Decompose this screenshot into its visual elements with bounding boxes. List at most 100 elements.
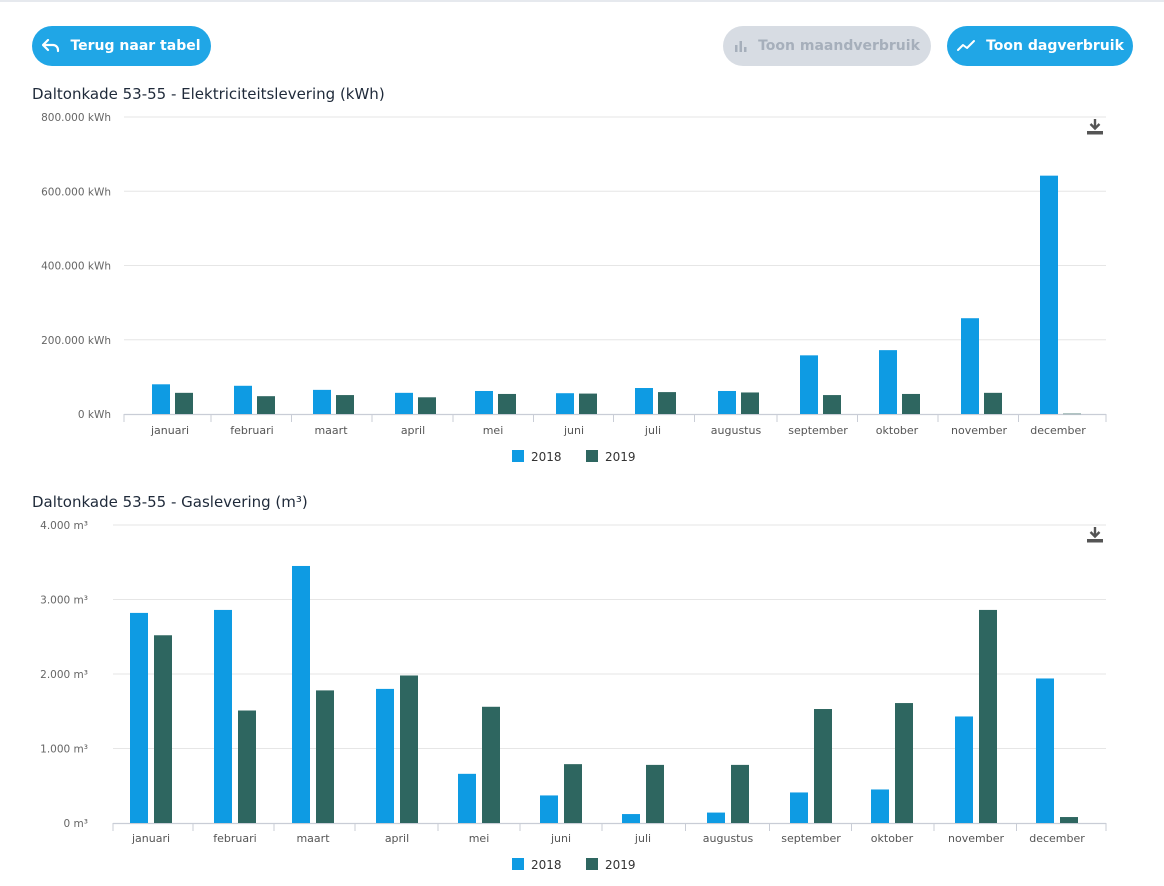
undo-arrow-icon [42,39,60,53]
x-tick-label: april [401,424,425,437]
bar-2019-januari [154,635,172,823]
bar-2019-oktober [895,703,913,823]
bar-2018-december [1040,175,1058,414]
y-tick-label: 2.000 m³ [40,669,88,681]
x-tick-label: december [1030,424,1086,437]
electricity-chart-title: Daltonkade 53-55 - Elektriciteitsleverin… [32,85,385,103]
top-divider [0,0,1164,2]
x-tick-label: oktober [871,832,914,845]
bar-2019-april [418,397,436,414]
bar-2019-augustus [731,764,749,823]
x-tick-label: maart [314,424,348,437]
x-tick-label: juni [550,832,571,845]
bar-2019-oktober [902,393,920,414]
y-tick-label: 200.000 kWh [41,335,111,347]
x-tick-label: februari [213,832,256,845]
x-tick-label: oktober [876,424,919,437]
show-daily-usage-label: Toon dagverbruik [986,38,1124,54]
back-to-table-button[interactable]: Terug naar tabel [32,26,211,66]
bar-chart-icon [735,41,747,52]
y-tick-label: 600.000 kWh [41,186,111,198]
bar-2018-april [395,392,413,414]
x-tick-label: september [788,424,848,437]
bar-2019-juni [579,393,597,414]
y-tick-label: 1.000 m³ [40,744,88,756]
x-tick-label: december [1029,832,1085,845]
x-tick-label: juni [563,424,584,437]
bar-2018-mei [475,390,493,414]
x-tick-label: augustus [711,424,762,437]
legend-swatch-2018 [512,858,524,870]
bar-2019-november [979,609,997,823]
bar-2018-januari [130,612,148,823]
legend-swatch-2018 [512,450,524,462]
bar-2019-juli [646,764,664,823]
bar-2019-februari [257,396,275,414]
x-tick-label: april [385,832,409,845]
y-tick-label: 4.000 m³ [40,520,88,532]
bar-2018-augustus [718,390,736,414]
show-monthly-usage-label: Toon maandverbruik [758,38,920,54]
bar-2019-januari [175,392,193,414]
x-tick-label: mei [483,424,504,437]
bar-2019-november [984,392,1002,414]
bar-2019-september [823,395,841,414]
bar-2018-september [800,355,818,414]
bar-2019-september [814,709,832,823]
legend-label-2018: 2018 [531,858,562,872]
bar-2019-juli [658,392,676,414]
gas-chart-title: Daltonkade 53-55 - Gaslevering (m³) [32,493,308,511]
bar-2018-maart [292,565,310,823]
x-tick-label: juli [644,424,661,437]
bar-2019-mei [482,706,500,823]
x-tick-label: november [948,832,1004,845]
bar-2018-januari [152,384,170,414]
bar-2018-juni [540,795,558,823]
bar-2019-februari [238,710,256,823]
bar-2018-mei [458,773,476,823]
x-tick-label: juli [634,832,651,845]
back-to-table-label: Terug naar tabel [70,38,201,54]
bar-2018-augustus [707,812,725,823]
x-tick-label: september [781,832,841,845]
bar-2019-maart [336,395,354,414]
x-tick-label: mei [469,832,490,845]
show-monthly-usage-button[interactable]: Toon maandverbruik [723,26,931,66]
bar-2018-juli [635,388,653,414]
bar-2019-december [1060,817,1078,823]
bar-2018-december [1036,678,1054,823]
bar-2019-april [400,675,418,823]
legend-label-2019: 2019 [605,858,636,872]
download-icon[interactable] [1086,118,1104,136]
legend-swatch-2019 [586,450,598,462]
y-tick-label: 0 kWh [78,409,111,421]
bar-2018-november [961,318,979,414]
download-icon[interactable] [1086,526,1104,544]
bar-2019-augustus [741,392,759,414]
bar-2018-februari [214,609,232,823]
bar-2019-juni [564,764,582,823]
x-tick-label: januari [150,424,189,437]
bar-2018-september [790,792,808,823]
legend-label-2018: 2018 [531,450,562,464]
bar-2018-maart [313,389,331,414]
trend-line-icon [957,40,976,51]
bar-2019-december [1063,413,1081,415]
bar-2018-juni [556,393,574,414]
bar-2019-maart [316,690,334,823]
bar-2018-oktober [879,350,897,414]
bar-2018-februari [234,385,252,414]
y-tick-label: 400.000 kWh [41,261,111,273]
electricity-chart: 0 kWh 200.000 kWh 400.000 kWh 600.000 kWh 80… [41,112,1107,464]
x-tick-label: januari [131,832,170,845]
y-tick-label: 0 m³ [64,818,88,830]
legend-label-2019: 2019 [605,450,636,464]
x-tick-label: maart [296,832,330,845]
x-tick-label: februari [230,424,273,437]
legend-swatch-2019 [586,858,598,870]
y-tick-label: 800.000 kWh [41,112,111,124]
bar-2018-juli [622,814,640,823]
bar-2018-november [955,716,973,823]
bar-2019-mei [498,393,516,414]
show-daily-usage-button[interactable]: Toon dagverbruik [947,26,1133,66]
